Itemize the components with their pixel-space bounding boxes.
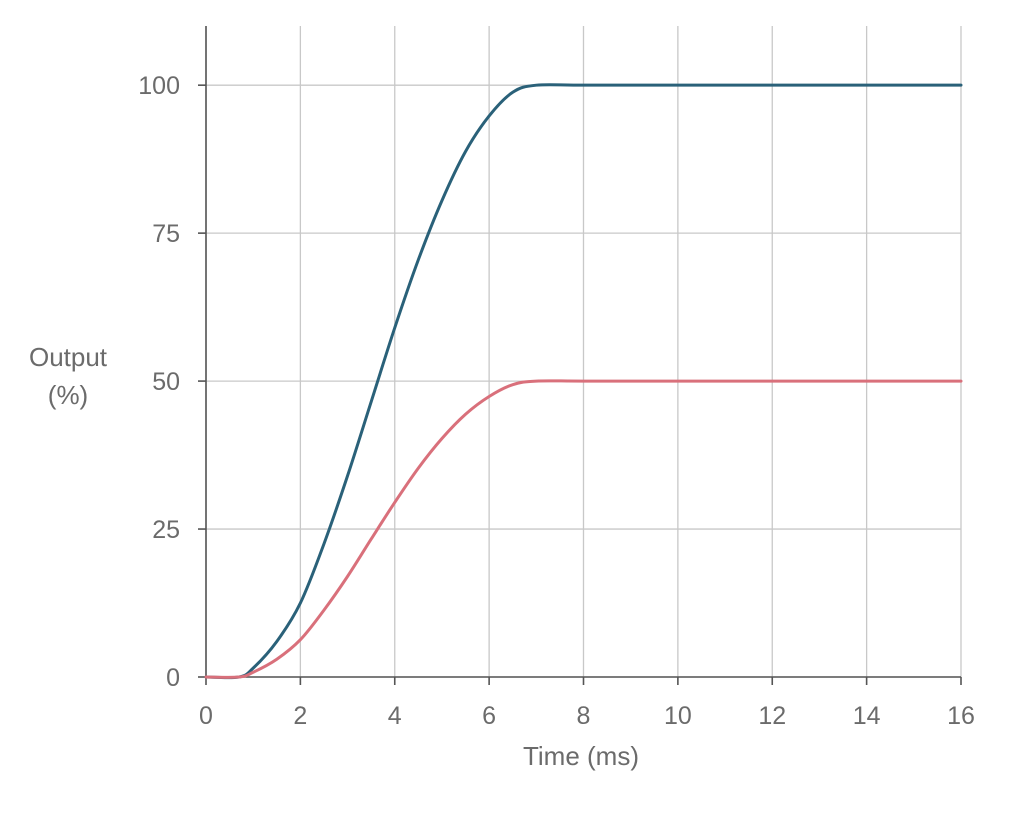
y-axis-title-line1: Output	[29, 342, 108, 372]
series-line-2	[204, 379, 963, 679]
x-tick-label: 6	[482, 702, 496, 730]
axes	[198, 26, 962, 685]
x-axis-title: Time (ms)	[523, 741, 639, 771]
y-tick-labels: 0 25 50 75 100	[138, 72, 180, 692]
y-tick-label: 100	[138, 72, 180, 100]
x-tick-label: 16	[947, 702, 975, 730]
series-line-1	[204, 83, 963, 680]
grid	[205, 26, 962, 678]
y-tick-label: 75	[152, 220, 180, 248]
y-tick-label: 25	[152, 516, 180, 544]
x-tick-label: 12	[758, 702, 786, 730]
x-tick-label: 10	[664, 702, 692, 730]
x-tick-label: 2	[293, 702, 307, 730]
x-tick-labels: 0 2 4 6 8 10 12 14 16	[199, 702, 975, 730]
x-tick-label: 8	[577, 702, 591, 730]
y-axis-title-line2: (%)	[48, 380, 88, 410]
y-tick-label: 50	[152, 368, 180, 396]
x-tick-label: 4	[388, 702, 402, 730]
x-tick-label: 0	[199, 702, 213, 730]
series-group	[204, 83, 963, 680]
y-tick-label: 0	[166, 664, 180, 692]
x-tick-label: 14	[853, 702, 881, 730]
